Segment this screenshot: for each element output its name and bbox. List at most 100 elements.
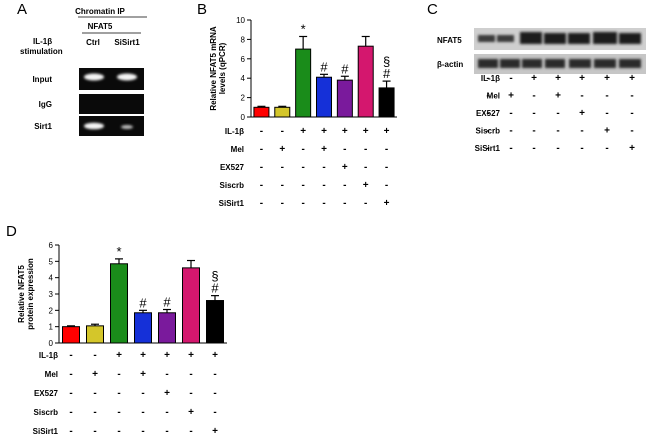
chart-b-treatment-cell: - bbox=[385, 162, 388, 173]
chart-d-significance-mark: § bbox=[211, 269, 218, 284]
chart-d-bar bbox=[134, 312, 152, 344]
blot-c-treatment-cell: - bbox=[532, 91, 535, 102]
panel-d-letter: D bbox=[6, 223, 17, 240]
chip-subheader: NFAT5 bbox=[88, 22, 113, 31]
chart-b-significance-mark: * bbox=[301, 21, 306, 36]
chart-d-y-tick-label: 0 bbox=[49, 339, 54, 348]
blot-c-treatment-cell: - bbox=[630, 126, 633, 137]
chart-d-treatment-cell: + bbox=[188, 407, 194, 418]
chart-d: 0 1 2 3 4 5 6 Relative NFAT5 protein expression *… bbox=[17, 241, 227, 434]
chart-d-y-label-line1: Relative NFAT5 bbox=[17, 265, 26, 323]
blot-c-treatment-cell: - bbox=[532, 126, 535, 137]
chart-b: 0 2 4 6 8 10 Relative NFAT5 mRNA levels (qPCR) *… bbox=[209, 16, 397, 209]
chart-b-treatment-cell: - bbox=[364, 144, 367, 155]
chart-d-treatment-cell: - bbox=[117, 407, 120, 418]
chart-d-y-tick-label: 4 bbox=[49, 274, 54, 283]
chart-b-treatment-cell: + bbox=[384, 198, 390, 209]
blot-c-treatment-cell: - bbox=[509, 108, 512, 119]
blot-c-treatment-cell: - bbox=[605, 143, 608, 154]
stim-label-2: stimulation bbox=[20, 47, 63, 56]
panel-c: C NFAT5 β-actin bbox=[427, 1, 646, 154]
blot-c-treatment-cell: + bbox=[508, 91, 514, 102]
chart-b-bar bbox=[295, 48, 312, 118]
chart-d-treatment-row-label: Mel bbox=[45, 370, 58, 379]
chart-b-bar bbox=[336, 79, 353, 118]
chart-d-treatment-row-label: Siscrb bbox=[34, 408, 59, 417]
chart-d-significance-mark: # bbox=[163, 295, 171, 310]
blot-c-treatment-cell: - bbox=[556, 143, 559, 154]
row-sirt1: Sirt1 bbox=[34, 122, 52, 131]
blot-c-treatment-cell: + bbox=[629, 143, 635, 154]
chart-b-y-tick-label: 6 bbox=[241, 55, 246, 64]
blot-c-treatment-cell: - bbox=[580, 126, 583, 137]
chart-b-y-tick-label: 0 bbox=[241, 113, 246, 122]
blot-c-treatment-cell: - bbox=[605, 91, 608, 102]
blot-c-treatment-cell: - bbox=[486, 73, 489, 84]
blot-c-treatment-row-label: Mel bbox=[487, 92, 500, 101]
blot-c-treatment-cell: + bbox=[579, 73, 585, 84]
chart-d-treatment-cell: + bbox=[116, 350, 122, 361]
blot-c-treatment-cell: - bbox=[509, 126, 512, 137]
chart-b-treatment-cell: - bbox=[260, 198, 263, 209]
blot-c-treatment-cell: + bbox=[579, 108, 585, 119]
stim-label-1: IL-1β bbox=[33, 37, 52, 46]
lane-ctrl: Ctrl bbox=[86, 38, 100, 47]
chart-b-y-label-line2: levels (qPCR) bbox=[218, 42, 227, 94]
panel-b: B 0 2 4 6 8 10 Relative NFAT5 mRNA levels (qPCR… bbox=[197, 1, 397, 209]
chart-b-treatment-cell: - bbox=[385, 144, 388, 155]
chart-b-y-tick-label: 4 bbox=[241, 74, 246, 83]
chart-b-treatment-cell: - bbox=[343, 198, 346, 209]
blot-c-treatment-cell: - bbox=[630, 108, 633, 119]
blot-c-treatment-cell: - bbox=[509, 73, 512, 84]
chart-d-treatment-cell: - bbox=[141, 388, 144, 399]
chart-b-treatment-cell: + bbox=[279, 144, 285, 155]
chart-d-significance-mark: # bbox=[139, 295, 147, 310]
chart-b-significance-mark: # bbox=[320, 59, 328, 74]
blot-c-treatment-cell: - bbox=[486, 108, 489, 119]
chart-d-bar bbox=[62, 326, 80, 344]
chart-d-y-label-line2: protein expression bbox=[26, 258, 35, 330]
blot-c-treatment-row-label: Siscrb bbox=[476, 127, 501, 136]
blot-c-treatment-cell: + bbox=[555, 73, 561, 84]
chart-b-treatment-cell: - bbox=[322, 180, 325, 191]
chart-d-treatment-cell: - bbox=[93, 388, 96, 399]
gel-igg bbox=[79, 94, 144, 114]
blot-label-actin: β-actin bbox=[437, 60, 463, 69]
chart-d-bar bbox=[86, 325, 104, 344]
chart-d-treatment-row-label: IL-1β bbox=[39, 351, 58, 360]
chart-b-treatment-cell: - bbox=[301, 180, 304, 191]
chart-b-treatment-row-label: SiSirt1 bbox=[219, 199, 245, 208]
chart-b-treatment-cell: - bbox=[364, 162, 367, 173]
chart-d-treatment-cell: + bbox=[188, 350, 194, 361]
chart-b-y-tick-label: 10 bbox=[236, 16, 245, 25]
chart-d-significance-mark: * bbox=[116, 244, 121, 259]
chart-d-significance-mark: # bbox=[211, 281, 219, 296]
chart-b-treatment-cell: - bbox=[364, 198, 367, 209]
chart-d-treatment-cell: + bbox=[164, 388, 170, 399]
chart-b-treatment-cell: + bbox=[321, 144, 327, 155]
blot-c-treatment-cell: + bbox=[531, 73, 537, 84]
blot-c-treatment-cell: - bbox=[580, 91, 583, 102]
chart-b-treatment-cell: - bbox=[260, 126, 263, 137]
chart-b-treatment-cell: - bbox=[260, 144, 263, 155]
chart-b-treatment-row-label: Siscrb bbox=[220, 181, 245, 190]
blot-c-treatment-cell: - bbox=[486, 91, 489, 102]
blot-c-treatment-cell: - bbox=[630, 91, 633, 102]
chart-b-treatment-cell: + bbox=[321, 126, 327, 137]
chart-b-bar bbox=[253, 106, 270, 118]
chart-b-treatment-cell: - bbox=[301, 144, 304, 155]
chart-b-treatment-cell: - bbox=[281, 126, 284, 137]
treatment-table-c: IL-1β- - + + + + +Mel- + - + - - -EX527- - - - + - -Siscrb… bbox=[475, 73, 635, 154]
chart-d-treatment-cell: - bbox=[165, 426, 168, 434]
chart-b-bar bbox=[378, 87, 395, 118]
chart-b-treatment-cell: - bbox=[322, 162, 325, 173]
chart-d-treatment-cell: - bbox=[69, 407, 72, 418]
chart-d-treatment-cell: - bbox=[189, 369, 192, 380]
chart-d-treatment-row-label: EX527 bbox=[34, 389, 59, 398]
chart-d-treatment-cell: - bbox=[189, 426, 192, 434]
chart-b-y-label-line1: Relative NFAT5 mRNA bbox=[209, 26, 218, 111]
blot-c-treatment-cell: - bbox=[556, 108, 559, 119]
chart-b-bar bbox=[357, 45, 374, 118]
western-blot-nfat5 bbox=[474, 28, 646, 50]
